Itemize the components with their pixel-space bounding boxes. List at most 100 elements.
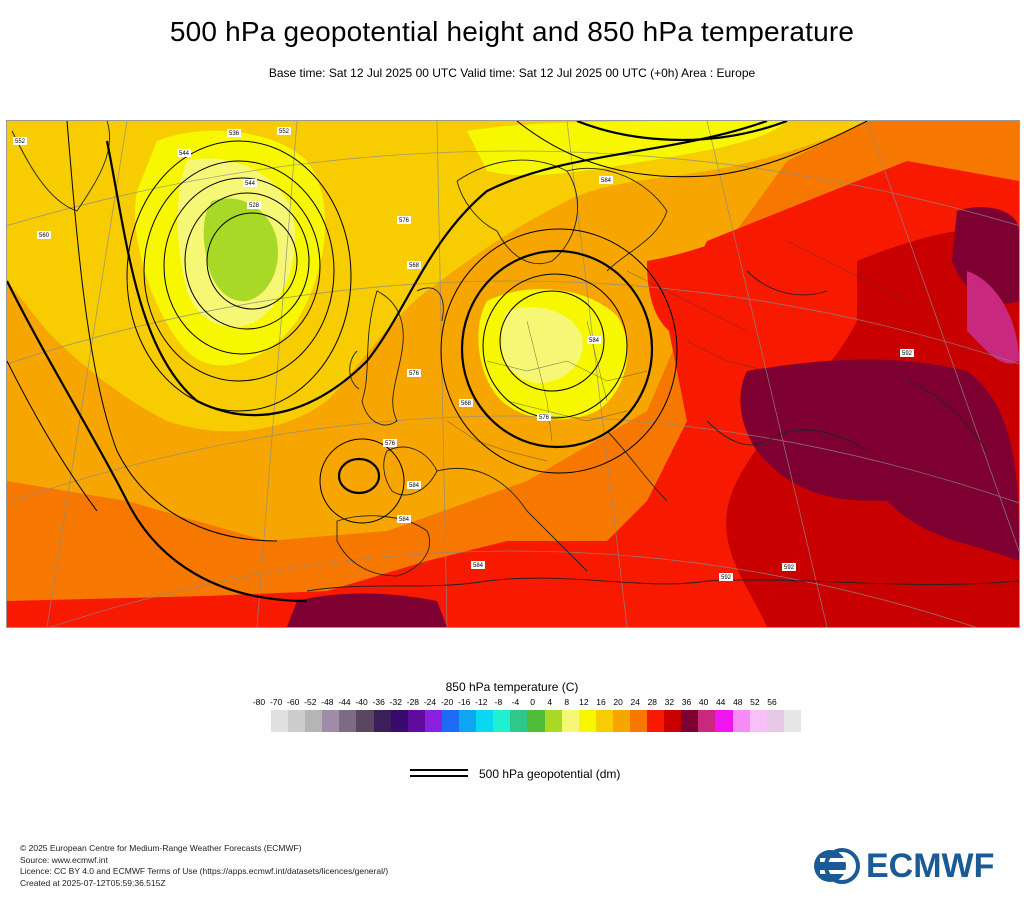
colorbar-swatch: [647, 710, 665, 732]
colorbar-tick-label: -52: [304, 697, 317, 707]
colorbar-ticks: -80 -70 -60 -52 -48 -44 -40 -36 -32 -28 -24 -20 -16-…: [245, 697, 785, 709]
colorbar-swatch: [493, 710, 511, 732]
colorbar-tick-label: 40: [698, 697, 709, 707]
graticule: [7, 121, 1019, 627]
colorbar-swatch: [595, 710, 613, 732]
colorbar-swatch: [629, 710, 648, 732]
svg-text:568: 568: [461, 401, 472, 407]
svg-text:576: 576: [385, 441, 396, 447]
colorbar-tick-label: 36: [681, 697, 692, 707]
colorbar-tick-label: 48: [733, 697, 743, 707]
colorbar-tick-label: 20: [613, 697, 623, 707]
ecmwf-logo-text: ECMWF: [866, 846, 995, 885]
geopotential-legend-label: 500 hPa geopotential (dm): [479, 767, 621, 781]
svg-text:584: 584: [601, 178, 612, 184]
colorbar-swatch: [510, 710, 528, 732]
colorbar: [271, 710, 801, 732]
colorbar-tick-label: -24: [423, 697, 437, 707]
colorbar-tick-label: -32: [389, 697, 402, 707]
colorbar-tick-label: -70: [269, 697, 283, 707]
contour-label: 576: [407, 369, 421, 377]
colorbar-tick-label: -20: [440, 697, 454, 707]
colorbar-swatch: [527, 710, 545, 732]
contour-label: 592: [719, 573, 733, 581]
colorbar-swatch: [424, 710, 442, 732]
colorbar-tick-label: 4: [547, 697, 553, 707]
contour-label: 584: [587, 336, 601, 344]
contour-label: 592: [900, 349, 914, 357]
svg-text:584: 584: [589, 338, 600, 344]
svg-text:528: 528: [249, 203, 260, 209]
contour-label: 528: [247, 201, 261, 209]
colorbar-swatch: [322, 710, 340, 732]
svg-text:576: 576: [409, 371, 420, 377]
colorbar-tick-label: 56: [767, 697, 777, 707]
colorbar-tick-label: -36: [372, 697, 385, 707]
contour-label: 576: [383, 439, 397, 447]
weather-map-canvas: 552 552 544 528 536 544 584 576 560 568 …: [7, 121, 1019, 627]
colorbar-swatch: [698, 710, 716, 732]
weather-map: 552 552 544 528 536 544 584 576 560 568 …: [6, 120, 1020, 628]
contour-label: 544: [177, 149, 191, 157]
colorbar-swatch: [664, 710, 682, 732]
colorbar-tick-label: 16: [596, 697, 606, 707]
geopotential-legend-line: [410, 767, 468, 777]
colorbar-tick-label: -4: [511, 697, 520, 707]
contour-label: 552: [13, 137, 27, 145]
colorbar-tick-label: 44: [715, 697, 726, 707]
colorbar-swatch: [578, 710, 596, 732]
svg-text:592: 592: [784, 565, 795, 571]
colorbar-swatch: [407, 710, 425, 732]
colorbar-swatch: [373, 710, 391, 732]
colorbar-swatch: [305, 710, 323, 732]
borders: [446, 240, 908, 462]
contour-label: 568: [407, 261, 421, 269]
colorbar-swatch: [612, 710, 630, 732]
contour-label: 584: [599, 176, 613, 184]
contour-label: 592: [782, 563, 796, 571]
temp-field-32-south: [287, 593, 447, 627]
colorbar-tick-label: 0: [530, 697, 535, 707]
colorbar-tick-label: 24: [630, 697, 640, 707]
contour-label: 584: [407, 481, 421, 489]
svg-text:592: 592: [721, 575, 732, 581]
contour-label: 576: [537, 413, 551, 421]
contour-label: 584: [471, 561, 485, 569]
ecmwf-logo-icon: [814, 848, 860, 884]
svg-text:576: 576: [539, 415, 550, 421]
svg-text:544: 544: [179, 151, 190, 157]
svg-text:584: 584: [409, 483, 420, 489]
colorbar-tick-label: 28: [647, 697, 658, 707]
colorbar-tick-label: -8: [494, 697, 503, 707]
colorbar-tick-label: -16: [458, 697, 471, 707]
svg-text:560: 560: [39, 233, 50, 239]
colorbar-swatch: [339, 710, 357, 732]
svg-text:568: 568: [409, 263, 420, 269]
geopotential-contours: [7, 121, 868, 603]
colorbar-swatch: [681, 710, 699, 732]
colorbar-title: 850 hPa temperature (C): [445, 680, 579, 694]
colorbar-swatch: [476, 710, 494, 732]
colorbar-tick-label: 52: [750, 697, 760, 707]
colorbar-swatch: [288, 710, 306, 732]
svg-text:552: 552: [15, 139, 26, 145]
svg-text:592: 592: [902, 351, 913, 357]
colorbar-swatch: [715, 710, 733, 732]
temp-field-24-east: [647, 211, 849, 341]
svg-text:584: 584: [473, 563, 484, 569]
svg-text:544: 544: [245, 181, 256, 187]
colorbar-swatch: [459, 710, 477, 732]
temp-field-36: [967, 271, 1019, 364]
contour-label: 568: [459, 399, 473, 407]
licence-line: Licence: CC BY 4.0 and ECMWF Terms of Us…: [20, 866, 389, 876]
contour-label: 544: [243, 179, 257, 187]
temp-field-32: [740, 359, 1019, 561]
colorbar-tick-label: 32: [664, 697, 675, 707]
colorbar-swatch: [356, 710, 374, 732]
colorbar-swatch: [766, 710, 784, 732]
contour-label: 560: [37, 231, 51, 239]
colorbar-tick-label: -12: [475, 697, 488, 707]
colorbar-swatch: [441, 710, 460, 732]
copyright-line: © 2025 European Centre for Medium-Range …: [20, 843, 302, 853]
colorbar-tick-label: -40: [355, 697, 368, 707]
